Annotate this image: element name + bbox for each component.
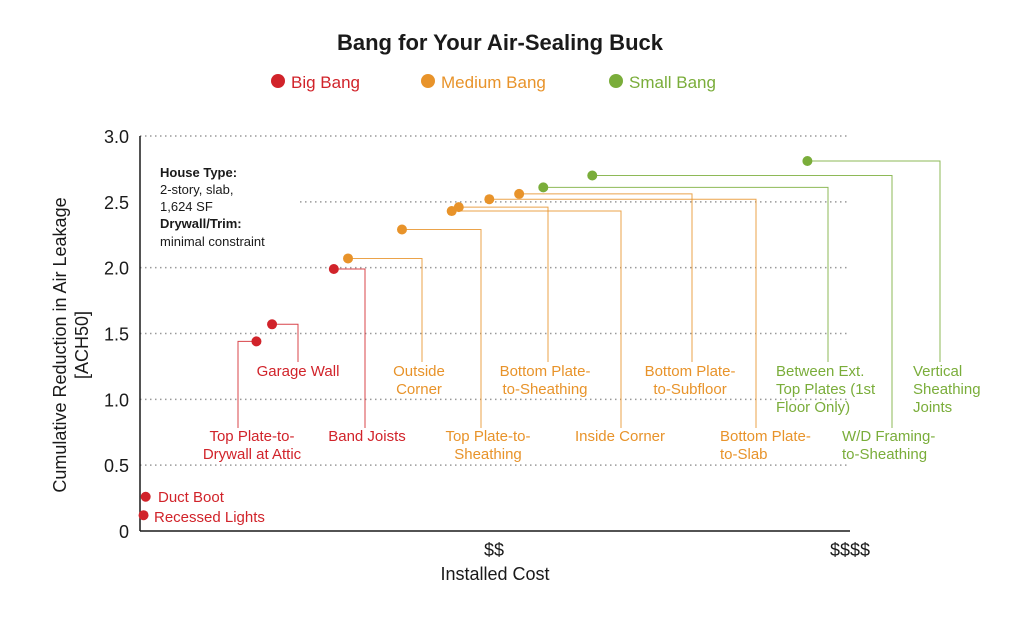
x-tick-label-1: $$ [484,540,504,560]
point-top-plate-to-sheathing [396,224,407,235]
point-between-ext-top-plates-1st-floor-only [538,182,549,193]
y-tick-label-1.0: 1.0 [104,390,129,410]
label-bottom-plate-to-sheathing: Bottom Plate-to-Sheathing [500,363,591,398]
y-axis-label-line2: [ACH50] [72,311,92,379]
y-tick-label-0.5: 0.5 [104,456,129,476]
leader-bottom-plate-to-subfloor [519,193,693,362]
legend-label-medium-bang: Medium Bang [441,73,546,92]
leader-lines [237,160,941,428]
y-axis-label-line1: Cumulative Reduction in Air Leakage [50,197,70,492]
point-recessed-lights [138,510,149,521]
label-bottom-plate-to-slab: Bottom Plate-to-Slab [720,428,811,463]
point-garage-wall [267,319,278,330]
legend-marker-big-bang [271,74,285,88]
label-top-plate-to-sheathing: Top Plate-to-Sheathing [445,428,530,463]
house-type-annotation: House Type: 2-story, slab, 1,624 SF Dryw… [160,165,265,249]
leader-inside-corner [451,210,622,428]
y-axis-label: Cumulative Reduction in Air Leakage [ACH… [50,197,92,492]
label-band-joists: Band Joists [328,428,406,445]
leader-outside-corner [348,257,423,362]
y-tick-label-1.5: 1.5 [104,325,129,345]
point-w-d-framing-to-sheathing [587,170,598,181]
annotation-house-type-line2: 1,624 SF [160,199,213,214]
label-outside-corner: Outside Corner [393,363,445,398]
legend-label-big-bang: Big Bang [291,73,360,92]
point-bottom-plate-to-subfloor [514,188,525,199]
label-bottom-plate-to-subfloor: Bottom Plate-to-Subfloor [645,363,736,398]
legend-marker-small-bang [609,74,623,88]
leader-band-joists [333,268,366,428]
leader-w-d-framing-to-sheathing [592,175,893,428]
label-duct-boot: Duct Boot [158,489,225,506]
point-band-joists [328,263,339,274]
annotation-drywall-line: minimal constraint [160,234,265,249]
annotation-drywall-heading: Drywall/Trim: [160,216,242,231]
point-bottom-plate-to-slab [484,194,495,205]
annotation-house-type-heading: House Type: [160,165,237,180]
point-bottom-plate-to-sheathing [453,202,464,213]
point-duct-boot [140,491,151,502]
axes: 00.51.01.52.02.53.0$$ $$$$ [104,127,870,560]
annotation-house-type-line1: 2-story, slab, [160,182,233,197]
point-vertical-sheathing-joints [802,156,813,167]
label-inside-corner: Inside Corner [575,428,665,445]
legend: Big Bang Medium Bang Small Bang [271,73,716,92]
point-outside-corner [343,253,354,264]
y-tick-label-2.0: 2.0 [104,259,129,279]
legend-label-small-bang: Small Bang [629,73,716,92]
label-garage-wall: Garage Wall [257,363,340,380]
leader-vertical-sheathing-joints [807,160,941,362]
leader-bottom-plate-to-sheathing [458,206,549,362]
leader-top-plate-to-sheathing [401,228,482,428]
leader-garage-wall [272,323,299,362]
y-tick-label-3.0: 3.0 [104,127,129,147]
x-axis-label: Installed Cost [440,564,549,584]
chart-title: Bang for Your Air-Sealing Buck [337,30,664,55]
label-between-ext-top-plates-1st-floor-only: Between Ext. Top Plates (1st Floor Only) [776,363,876,416]
x-tick-label-2: $$$$ [830,540,870,560]
leader-between-ext-top-plates-1st-floor-only [543,186,829,362]
gridlines [140,135,850,466]
label-recessed-lights: Recessed Lights [154,509,265,526]
label-top-plate-to-drywall-at-attic: Top Plate-to-Drywall at Attic [203,428,302,463]
label-w-d-framing-to-sheathing: W/D Framing-to-Sheathing [842,428,935,463]
y-tick-label-0: 0 [119,522,129,542]
leader-top-plate-to-drywall-at-attic [237,340,257,428]
label-vertical-sheathing-joints: Vertical Sheathing Joints [913,363,981,416]
point-top-plate-to-drywall-at-attic [251,336,262,347]
point-labels: Recessed Lights Duct Boot Top Plate-to-Dry… [154,363,981,526]
data-points [138,156,813,521]
legend-marker-medium-bang [421,74,435,88]
leader-bottom-plate-to-slab [489,198,757,428]
y-tick-label-2.5: 2.5 [104,193,129,213]
